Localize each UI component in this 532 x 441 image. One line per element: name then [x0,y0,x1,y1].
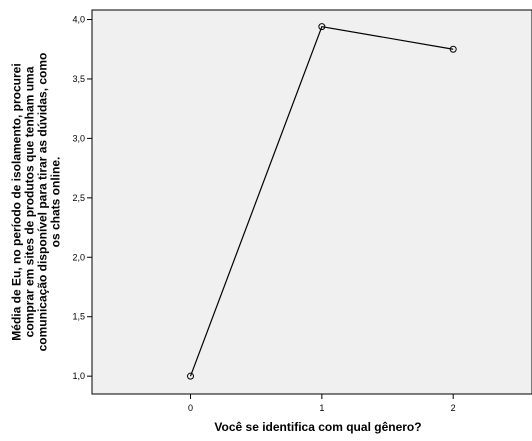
data-point [187,372,195,380]
y-axis: 1,0 1,5 2,0 2,5 3,0 3,5 4,0 [72,15,92,381]
y-tick-label: 3,5 [72,74,85,84]
data-point [318,23,326,31]
y-axis-title: Média de Eu, no período de isolamento, p… [10,53,63,352]
series-line [189,25,454,377]
y-axis-title-line: os chats online. [49,157,63,248]
x-axis-title: Você se identifica com qual gênero? [214,420,421,434]
y-axis-title-line: comprar em sites de produtos que tenham … [23,66,37,337]
x-tick-label: 2 [451,403,456,413]
plot-area [91,9,532,395]
y-tick-label: 1,5 [72,312,85,322]
x-tick-label: 0 [188,403,193,413]
y-axis-title-line: comunicação disponível para tirar as dúv… [36,53,50,352]
y-tick-label: 4,0 [72,15,85,25]
y-tick-label: 2,0 [72,252,85,262]
x-axis: 0 1 2 [188,394,456,413]
series [187,23,457,380]
y-tick-label: 3,0 [72,133,85,143]
y-axis-title-line: Média de Eu, no período de isolamento, p… [10,63,24,340]
data-point [449,45,457,53]
y-tick-label: 2,5 [72,193,85,203]
x-tick-label: 1 [319,403,324,413]
y-tick-label: 1,0 [72,371,85,381]
